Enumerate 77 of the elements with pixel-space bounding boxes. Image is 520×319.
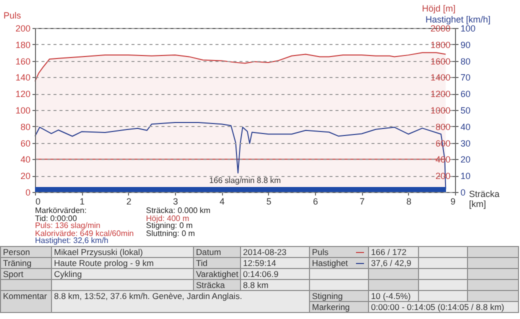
x-tick-label: 2 — [126, 196, 132, 206]
x-tick-label: 3 — [172, 196, 178, 206]
y3-tick-label: 30 — [460, 138, 471, 148]
y3-tick-label: 20 — [460, 154, 471, 165]
x-tick-label: 0 — [36, 196, 41, 206]
y2-axis-title: Höjd [m] — [422, 4, 456, 14]
text: Sport — [0, 268, 52, 280]
text: Tid — [193, 257, 241, 269]
text: 0:00:00 - 0:14:05 (0:14:05 / 8.8 km) — [368, 301, 519, 313]
text: 0:14:06.9 — [240, 268, 310, 280]
text: Mikael Przysuski (lokal) — [51, 246, 194, 258]
y-tick-label: 80 — [20, 122, 30, 132]
text: Sträcka — [193, 279, 241, 291]
text: Stigning: 0 m — [146, 221, 193, 230]
text: Puls: 136 slag/min — [35, 221, 100, 230]
x-tick-label: 7 — [360, 196, 365, 206]
text: 10 (-4.5%) — [368, 290, 419, 302]
text: Hastighet — [309, 257, 369, 269]
text: 2014-08-23 — [240, 246, 310, 258]
y3-tick-label: 60 — [460, 89, 471, 100]
text: Träning — [0, 257, 52, 269]
text: Puls — [309, 246, 369, 258]
y-tick-label: 100 — [15, 106, 30, 116]
y2-tick-label: 800 — [435, 122, 450, 132]
text: Höjd: 400 m — [146, 214, 190, 222]
text: Tid: 0:00:00 — [35, 214, 77, 222]
text: Stigning — [309, 290, 369, 302]
y2-tick-label: 1800 — [430, 40, 450, 50]
text: Haute Route prolog - 9 km — [51, 257, 194, 269]
text: Kalorivärde: 649 kcal/60min — [35, 228, 134, 238]
y2-tick-label: 1400 — [430, 72, 450, 83]
text: Kommentar — [0, 290, 52, 313]
x-tick-label: 1 — [80, 196, 85, 206]
y-tick-label: 180 — [15, 40, 30, 50]
y3-tick-label: 100 — [460, 24, 476, 34]
y3-tick-label: 50 — [460, 106, 471, 116]
y2-tick-label: 1000 — [430, 106, 450, 116]
y-tick-label: 140 — [15, 72, 30, 83]
x-tick-label: 6 — [312, 196, 318, 206]
y-tick-label: 20 — [20, 171, 30, 182]
y-tick-label: 120 — [15, 89, 30, 100]
text: 166 / 172 — [368, 246, 419, 258]
y3-tick-label: 90 — [460, 40, 471, 50]
text: 37,6 / 42,9 — [368, 257, 419, 269]
annotation: 166 slag/min 8.8 km — [209, 176, 282, 185]
x-tick-label: 8 — [406, 196, 412, 206]
y3-tick-label: 40 — [460, 122, 471, 132]
text: Markering — [309, 301, 369, 313]
y2-tick-label: 1600 — [430, 56, 450, 66]
x-tick-label: 9 — [450, 196, 456, 206]
y3-tick-label: 70 — [460, 72, 471, 83]
y-axis-title: Puls — [4, 10, 22, 20]
y3-tick-label: 10 — [460, 171, 471, 182]
y-tick-label: 60 — [20, 138, 30, 148]
text: Sträcka: 0.000 km — [146, 206, 210, 215]
y3-tick-label: 0 — [460, 188, 466, 198]
y2-tick-label: 1200 — [430, 89, 450, 100]
text: 8.8 km — [240, 279, 310, 291]
text: Sluttning: 0 m — [146, 228, 195, 238]
y-tick-label: 0 — [25, 188, 30, 198]
y-tick-label: 160 — [15, 56, 30, 66]
text: 12:59:14 — [240, 257, 310, 269]
x-tick-label: 4 — [220, 196, 225, 206]
text: Markörvärden: — [35, 206, 87, 215]
text: Varaktighet — [193, 268, 241, 280]
x-axis-title: Sträcka [km] — [469, 189, 501, 209]
y3-axis-title: Hastighet [km/h] — [426, 14, 491, 24]
text: Datum — [193, 246, 241, 258]
text: Person — [0, 246, 52, 258]
y3-tick-label: 80 — [460, 56, 471, 66]
y2-tick-label: 2000 — [430, 24, 450, 34]
text: Hastighet: 32,6 km/h — [35, 236, 108, 245]
y-tick-label: 200 — [15, 24, 30, 34]
text: 8.8 km, 13:52, 37.6 km/h. Genève, Jardin Anglais. — [51, 290, 310, 313]
text: Cykling — [51, 268, 194, 280]
x-tick-label: 5 — [266, 196, 272, 206]
y-tick-label: 40 — [20, 154, 30, 165]
